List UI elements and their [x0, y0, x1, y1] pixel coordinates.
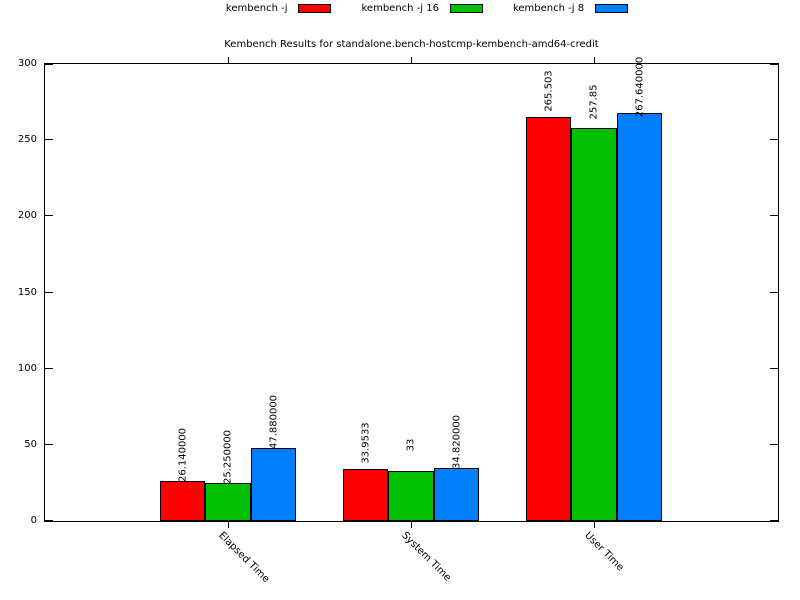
y-tick-right — [770, 444, 778, 445]
y-tick-left — [45, 215, 53, 216]
bar-elapsed-time-s2 — [250, 448, 297, 521]
x-tick-top — [411, 57, 412, 64]
bar-system-time-s0 — [342, 469, 389, 521]
legend-swatch — [298, 4, 332, 13]
legend-swatch — [595, 4, 629, 13]
bar-value-text: 34.820000 — [451, 415, 462, 470]
y-tick-right — [770, 368, 778, 369]
legend-label: kembench -j 16 — [361, 3, 439, 14]
legend-entry-2: kembench -j 8 — [512, 3, 629, 14]
bar-elapsed-time-s1 — [205, 482, 251, 521]
bar-user-time-s1 — [571, 128, 617, 521]
bar-value-text: 26.140000 — [177, 428, 188, 483]
bar-user-time-s0 — [525, 116, 572, 521]
x-tick-top — [228, 57, 229, 64]
y-tick-left — [45, 520, 53, 521]
y-tick-left — [45, 368, 53, 369]
plot-area: 26.140000 33.9533 265.503 25.250000 33 257.85… — [44, 57, 779, 522]
y-tick-label: 100 — [17, 363, 37, 374]
bar-value-text: 265.503 — [543, 70, 554, 112]
y-tick-label: 150 — [17, 287, 37, 298]
y-tick-label: 300 — [17, 58, 37, 69]
bar-value-text: 257.85 — [588, 84, 600, 120]
bar-system-time-s1 — [388, 470, 434, 521]
x-category-text: Elapsed Time — [216, 530, 272, 586]
y-tick-left — [45, 292, 53, 293]
legend-swatch — [449, 4, 483, 13]
y-tick-right — [770, 139, 778, 140]
bar-value-text: 47.880000 — [268, 395, 279, 450]
y-tick-right — [770, 64, 778, 65]
bar-value-text: 267.640000 — [634, 57, 645, 118]
y-tick-label: 0 — [30, 515, 37, 526]
y-tick-right — [770, 520, 778, 521]
y-tick-label: 200 — [17, 210, 37, 221]
x-tick-bottom — [594, 521, 595, 528]
legend-label: kembench -j — [225, 3, 288, 14]
y-tick-left — [45, 64, 53, 65]
legend-label: kembench -j 8 — [512, 3, 585, 14]
y-tick-right — [770, 292, 778, 293]
bar-user-time-s2 — [616, 113, 663, 521]
x-tick-bottom — [411, 521, 412, 528]
x-category-text: System Time — [399, 530, 453, 584]
legend-entry-1: kembench -j 16 — [361, 3, 483, 14]
y-tick-left — [45, 444, 53, 445]
bar-value-text: 25.250000 — [222, 429, 234, 484]
legend-entry-0: kembench -j — [226, 3, 332, 14]
y-tick-label: 50 — [24, 439, 37, 450]
bar-value-text: 33 — [405, 438, 417, 452]
chart-title: Kembench Results for standalone.bench-ho… — [224, 39, 599, 50]
x-tick-top — [594, 57, 595, 64]
y-tick-left — [45, 139, 53, 140]
y-tick-right — [770, 215, 778, 216]
bar-value-text: 33.9533 — [360, 422, 371, 465]
x-category-text: User Time — [582, 530, 626, 574]
x-tick-bottom — [228, 521, 229, 528]
y-tick-label: 250 — [17, 134, 37, 145]
bar-elapsed-time-s0 — [159, 481, 206, 521]
bar-system-time-s2 — [433, 468, 480, 521]
legend: kembench -j kembench -j 16 kembench -j 8 — [54, 3, 800, 14]
